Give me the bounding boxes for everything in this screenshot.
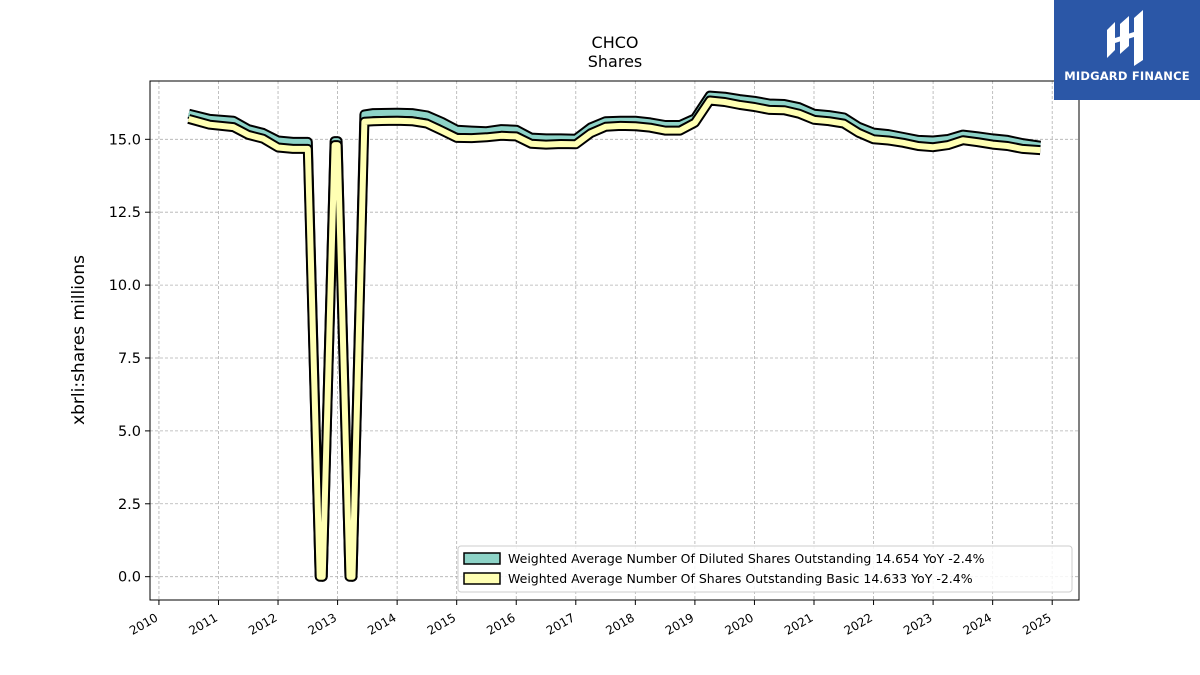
- y-tick-label: 7.5: [118, 351, 141, 367]
- legend: Weighted Average Number Of Diluted Share…: [457, 545, 1073, 593]
- legend-swatch: [463, 572, 501, 585]
- y-tick-label: 15.0: [109, 132, 141, 148]
- midgard-finance-logo: MIDGARD FINANCE: [1054, 0, 1200, 100]
- legend-label: Weighted Average Number Of Diluted Share…: [508, 551, 985, 566]
- logo-text: MIDGARD FINANCE: [1064, 69, 1190, 83]
- chart-subtitle: Shares: [588, 52, 643, 71]
- y-tick-label: 12.5: [109, 205, 141, 221]
- y-tick-label: 2.5: [118, 497, 141, 513]
- chart-title: CHCO: [592, 33, 639, 52]
- y-tick-label: 0.0: [118, 570, 141, 586]
- plot-area: [187, 90, 1042, 582]
- series-line-basic: [187, 97, 1041, 580]
- plot-frame: [149, 80, 1080, 601]
- y-tick-label: 10.0: [109, 278, 141, 294]
- y-axis-label: xbrli:shares millions: [69, 255, 89, 425]
- legend-swatch: [463, 552, 501, 565]
- legend-box: [457, 545, 1073, 593]
- logo-mark-icon: [1107, 10, 1143, 66]
- y-axis: 0.0 2.5 5.0 7.5 10.0 12.5 15.0: [109, 132, 150, 586]
- y-tick-label: 5.0: [118, 424, 141, 440]
- legend-label: Weighted Average Number Of Shares Outsta…: [508, 571, 973, 586]
